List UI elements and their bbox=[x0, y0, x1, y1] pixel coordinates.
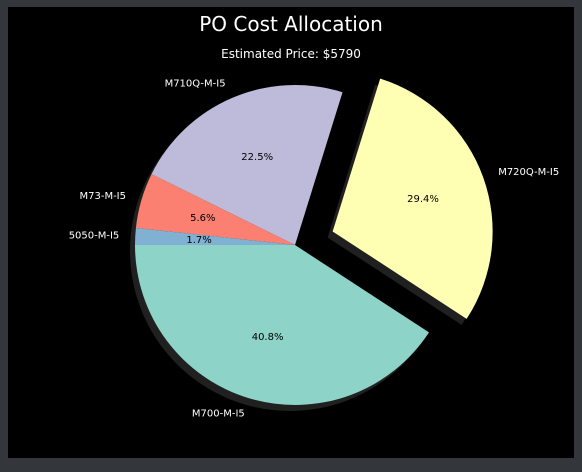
pie-wedge-m73-m-i5 bbox=[135, 174, 295, 245]
pie-wedge-m710q-m-i5 bbox=[151, 84, 343, 245]
chart-frame: PO Cost Allocation Estimated Price: $579… bbox=[8, 7, 574, 458]
chart-subtitle: Estimated Price: $5790 bbox=[221, 47, 361, 61]
pie-wedge-m700-m-i5 bbox=[135, 245, 429, 405]
slice-label: 5050-M-I5 bbox=[69, 231, 120, 242]
slice-label: M73-M-I5 bbox=[79, 191, 126, 202]
pie-wedge-m720q-m-i5 bbox=[332, 78, 493, 319]
slice-percent-label: 22.5% bbox=[241, 152, 273, 163]
chart-title: PO Cost Allocation bbox=[199, 12, 383, 36]
slice-label: M710Q-M-I5 bbox=[165, 78, 226, 89]
slice-percent-label: 5.6% bbox=[190, 213, 215, 224]
slice-label: M700-M-I5 bbox=[192, 409, 245, 420]
slice-percent-label: 1.7% bbox=[186, 235, 211, 246]
slice-percent-label: 40.8% bbox=[252, 332, 284, 343]
pie-wedge-5050-m-i5 bbox=[135, 227, 295, 245]
slice-label: M720Q-M-I5 bbox=[498, 167, 559, 178]
slice-percent-label: 29.4% bbox=[407, 194, 439, 205]
pie-chart: M700-M-I5 40.8% M720Q-M-I5 29.4% M710Q-M-I5 2… bbox=[69, 78, 560, 420]
